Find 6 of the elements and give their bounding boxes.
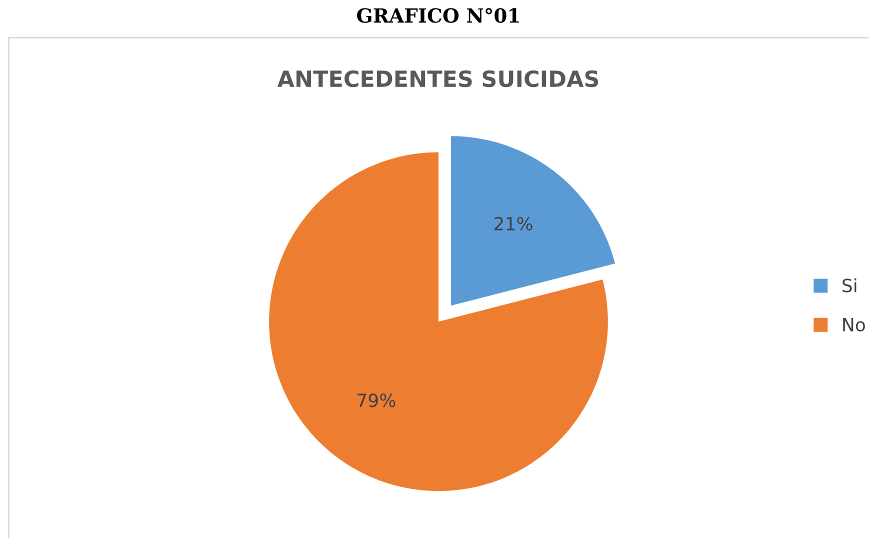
- chart-title: ANTECEDENTES SUICIDAS: [277, 70, 598, 88]
- data-label: 79%: [358, 394, 396, 408]
- legend-label: No: [843, 318, 865, 332]
- legend-label: Si: [842, 278, 856, 292]
- text: GRAFICO N°01: [357, 8, 519, 23]
- data-label: 21%: [494, 216, 532, 231]
